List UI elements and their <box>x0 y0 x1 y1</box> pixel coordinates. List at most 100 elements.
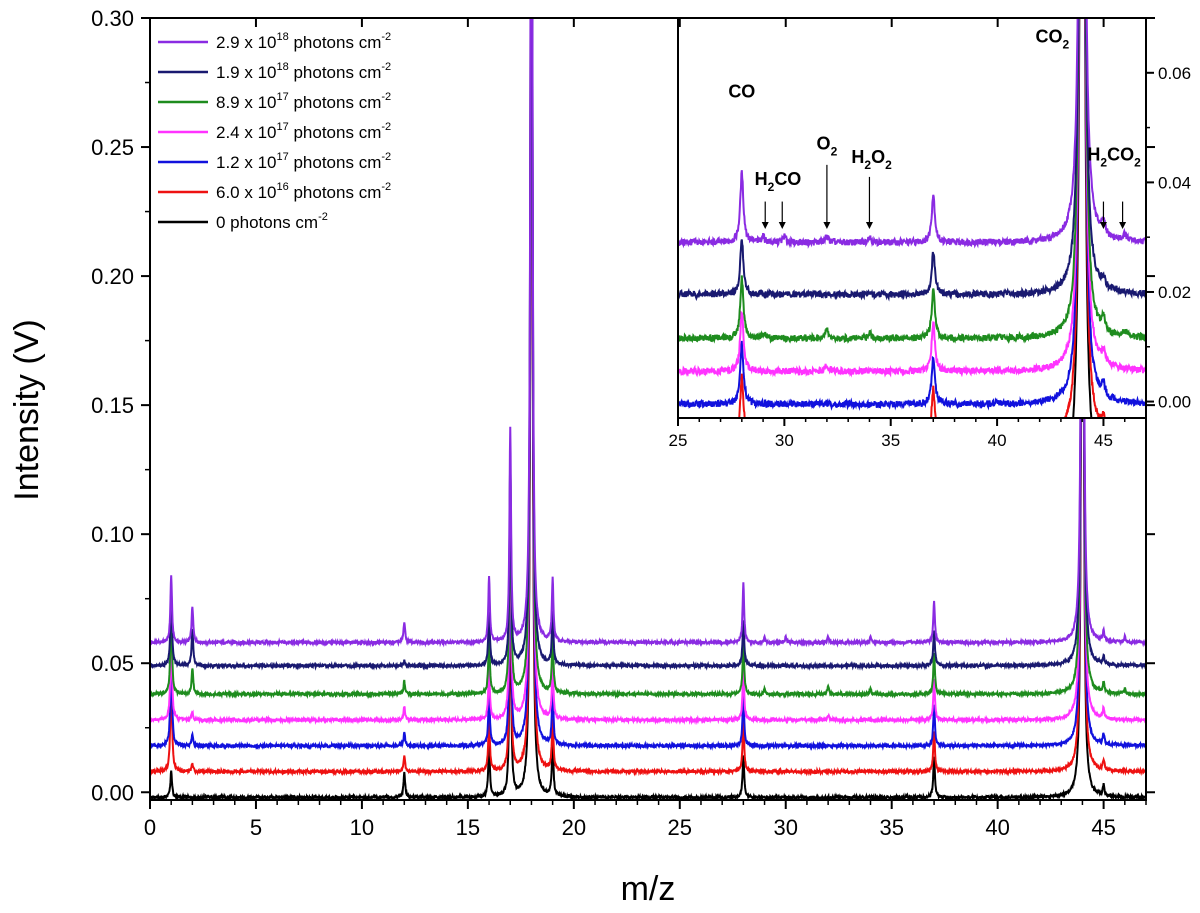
series-line-0 <box>150 18 1146 800</box>
y-tick-label: 0.00 <box>91 780 134 805</box>
x-tick-label: 25 <box>668 815 692 840</box>
annotation-main: H <box>1087 144 1100 164</box>
legend-unit-exponent: -2 <box>381 121 391 133</box>
annotation-tail: CO <box>1107 144 1134 164</box>
inset-x-tick-label: 35 <box>881 431 900 450</box>
legend-value: 2.4 x 10 <box>216 123 277 142</box>
annotation-arrow-head <box>865 221 873 229</box>
inset-y-tick-label: 0.00 <box>1158 393 1191 412</box>
annotation-sub2: 2 <box>885 158 892 172</box>
inset-y-tick-label: 0.04 <box>1158 173 1191 192</box>
legend-entry-label: 1.2 x 1017 photons cm-2 <box>216 151 391 172</box>
annotation-label: O2 <box>817 134 838 159</box>
inset-series-line-1.9e18 <box>678 18 1146 302</box>
y-tick-label: 0.05 <box>91 651 134 676</box>
legend-entry-label: 1.9 x 1018 photons cm-2 <box>216 61 391 82</box>
legend-entry-label: 2.4 x 1017 photons cm-2 <box>216 121 391 142</box>
main-plot-series <box>150 18 1146 800</box>
legend-value: 2.9 x 10 <box>216 33 277 52</box>
inset-series-line-1.2e17 <box>678 18 1146 411</box>
legend-entry-label: 6.0 x 1016 photons cm-2 <box>216 181 391 202</box>
legend-value: 6.0 x 10 <box>216 183 277 202</box>
legend-exponent: 17 <box>277 91 289 103</box>
annotation-arrow-head <box>1119 221 1127 229</box>
annotation-label: H2CO <box>755 169 802 194</box>
legend-exponent: 18 <box>277 61 289 73</box>
x-tick-label: 30 <box>774 815 798 840</box>
inset-series-line-8.9e17 <box>678 18 1146 345</box>
x-tick-label: 15 <box>456 815 480 840</box>
legend-unit: photons cm <box>289 63 382 82</box>
inset-y-tick-label: 0.02 <box>1158 283 1191 302</box>
x-tick-label: 5 <box>250 815 262 840</box>
annotation-main: O <box>817 134 831 154</box>
y-tick-label: 0.25 <box>91 135 134 160</box>
legend-unit: photons cm <box>289 183 382 202</box>
series-line-2.9e18 <box>150 18 1146 648</box>
y-tick-label: 0.15 <box>91 393 134 418</box>
x-tick-label: 40 <box>985 815 1009 840</box>
series-line-1.9e18 <box>150 18 1146 671</box>
annotation-label: H2CO2 <box>1087 144 1141 169</box>
annotation-arrow-head <box>823 221 831 229</box>
annotation-main: CO <box>1036 27 1063 47</box>
legend-entry-label: 8.9 x 1017 photons cm-2 <box>216 91 391 112</box>
annotation-sub2: 2 <box>1134 155 1141 169</box>
legend-unit-exponent: -2 <box>318 211 328 223</box>
legend-entry-label: 0 photons cm-2 <box>216 211 328 232</box>
legend-unit-exponent: -2 <box>381 181 391 193</box>
inset-series-line-2.9e18 <box>678 18 1146 249</box>
series-line-8.9e17 <box>150 18 1146 700</box>
legend-unit-exponent: -2 <box>381 151 391 163</box>
annotation-sub: 2 <box>1063 38 1070 52</box>
series-line-6.0e16 <box>150 18 1146 777</box>
y-tick-label: 0.20 <box>91 264 134 289</box>
inset-x-tick-label: 25 <box>669 431 688 450</box>
inset-series-line-2.4e17 <box>678 18 1146 378</box>
inset-x-tick-label: 40 <box>988 431 1007 450</box>
legend-unit: photons cm <box>289 123 382 142</box>
legend-entry-label: 2.9 x 1018 photons cm-2 <box>216 31 391 52</box>
series-line-2.4e17 <box>150 18 1146 726</box>
y-tick-label: 0.10 <box>91 522 134 547</box>
legend-unit-exponent: -2 <box>381 61 391 73</box>
x-tick-label: 10 <box>350 815 374 840</box>
inset-x-tick-label: 30 <box>775 431 794 450</box>
annotation-sub: 2 <box>1100 155 1107 169</box>
legend-exponent: 16 <box>277 181 289 193</box>
x-axis-title: m/z <box>621 870 676 908</box>
legend-unit-exponent: -2 <box>381 31 391 43</box>
annotation-sub: 2 <box>831 145 838 159</box>
annotation-tail: O <box>871 147 885 167</box>
inset-series-line-6.0e16 <box>738 18 1106 418</box>
x-tick-label: 35 <box>879 815 903 840</box>
inset-plot-series <box>678 18 1146 418</box>
legend-unit: photons cm <box>289 153 382 172</box>
x-tick-label: 20 <box>562 815 586 840</box>
annotation-main: H <box>755 169 768 189</box>
legend: 2.9 x 1018 photons cm-21.9 x 1018 photon… <box>158 31 391 232</box>
annotation-label: CO2 <box>1036 27 1070 52</box>
axis-ticks: 0 5 10 15 20 25 30 35 40 45 0.00 0.05 0.10 0.15 0.20 0.… <box>91 6 1191 840</box>
legend-exponent: 17 <box>277 121 289 133</box>
annotation-tail: CO <box>774 169 801 189</box>
annotation-arrow-head <box>778 221 786 229</box>
annotation-sub: 2 <box>768 180 775 194</box>
inset-y-tick-label: 0.06 <box>1158 64 1191 83</box>
annotation-label: CO <box>728 81 755 101</box>
legend-value: 1.9 x 10 <box>216 63 277 82</box>
y-axis-title: Intensity (V) <box>8 319 46 500</box>
annotation-sub: 2 <box>864 158 871 172</box>
legend-value: 0 photons cm <box>216 213 318 232</box>
legend-unit: photons cm <box>289 33 382 52</box>
legend-unit: photons cm <box>289 93 382 112</box>
legend-unit-exponent: -2 <box>381 91 391 103</box>
annotation-main: CO <box>728 81 755 101</box>
annotation-arrow-head <box>761 221 769 229</box>
inset-x-tick-label: 45 <box>1094 431 1113 450</box>
annotation-main: H <box>851 147 864 167</box>
series-line-1.2e17 <box>150 18 1146 751</box>
legend-value: 1.2 x 10 <box>216 153 277 172</box>
